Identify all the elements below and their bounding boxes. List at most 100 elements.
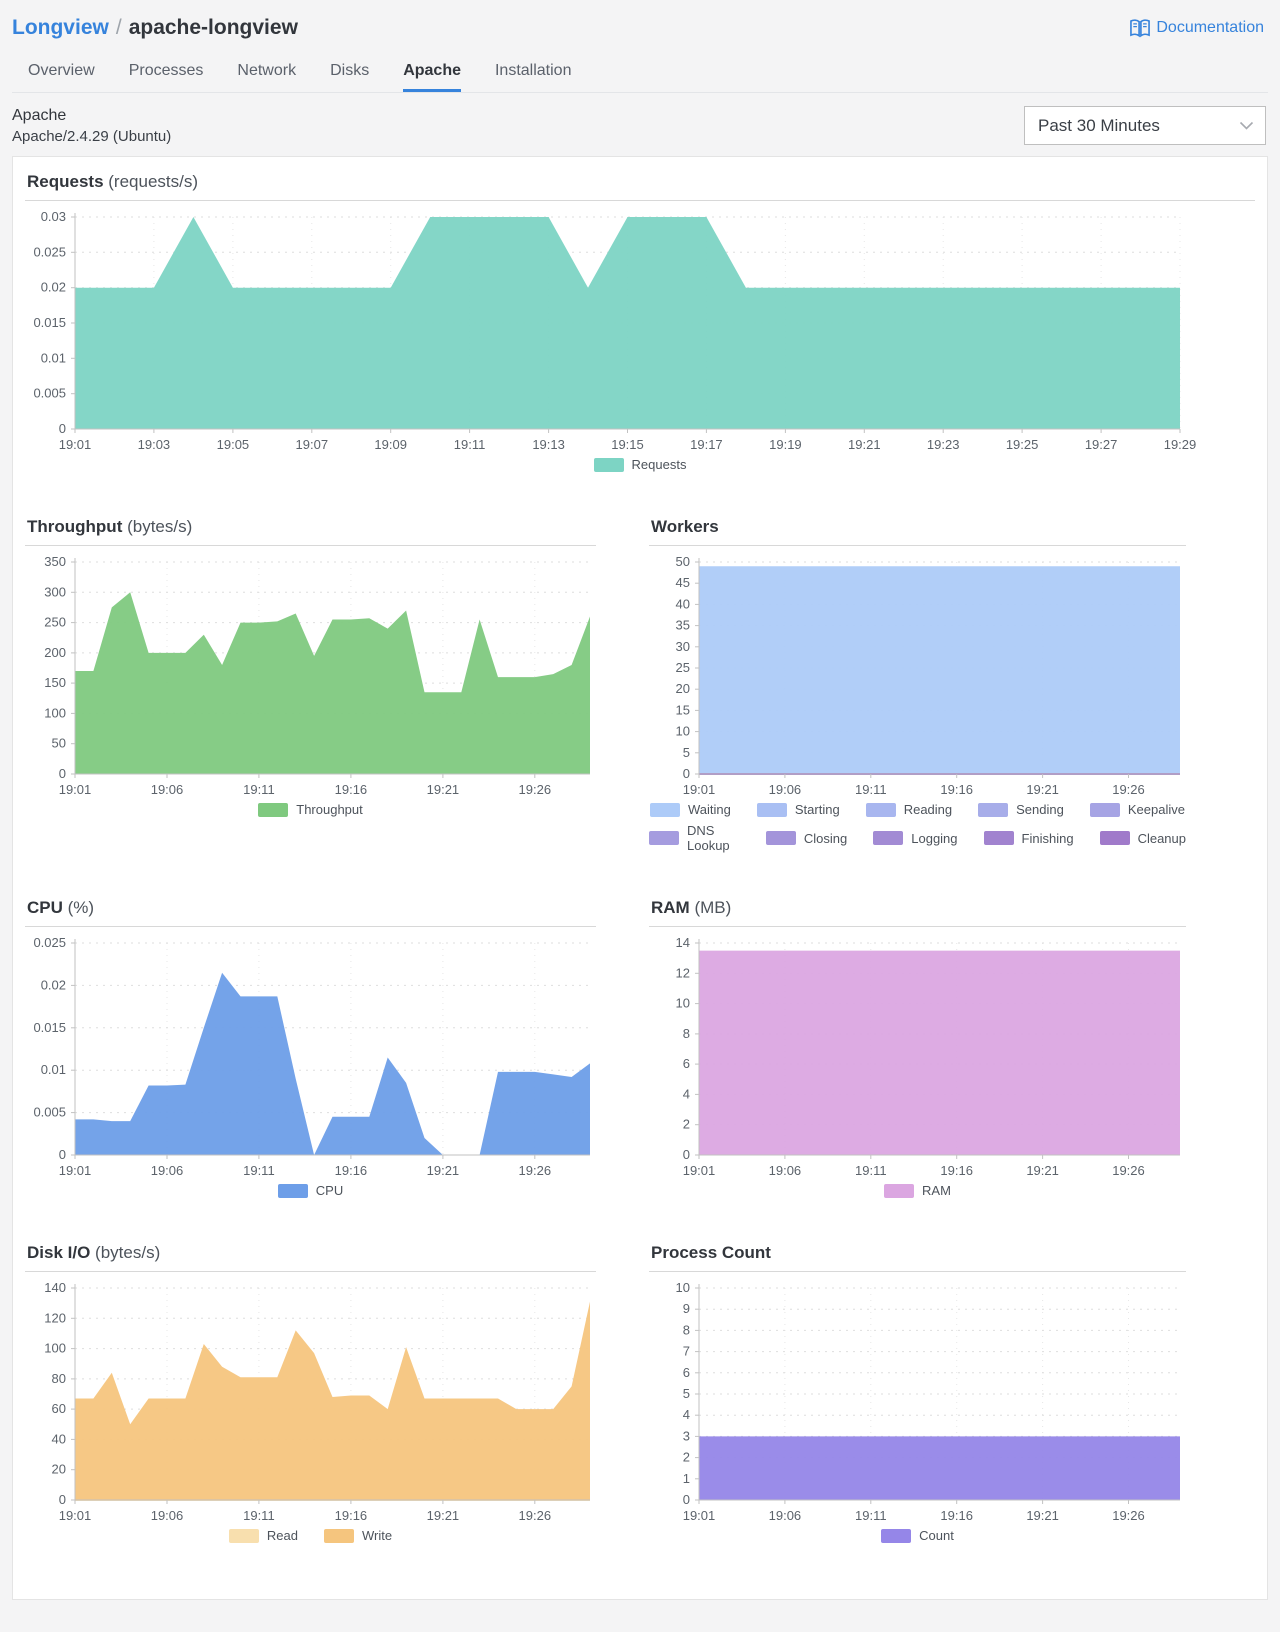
svg-text:45: 45: [676, 575, 690, 590]
svg-text:140: 140: [44, 1280, 66, 1295]
svg-text:6: 6: [683, 1365, 690, 1380]
svg-text:35: 35: [676, 618, 690, 633]
legend-label: Starting: [794, 802, 840, 817]
subheader: Apache Apache/2.4.29 (Ubuntu) Past 30 Mi…: [0, 93, 1280, 156]
svg-text:150: 150: [44, 675, 66, 690]
svg-text:19:01: 19:01: [59, 1163, 92, 1178]
svg-text:19:16: 19:16: [940, 1163, 973, 1178]
svg-text:0.01: 0.01: [41, 350, 66, 365]
svg-text:19:16: 19:16: [335, 1163, 368, 1178]
chart-diskio-title: Disk I/O (bytes/s): [25, 1234, 596, 1272]
svg-text:19:21: 19:21: [427, 1508, 460, 1523]
svg-text:40: 40: [676, 596, 690, 611]
svg-text:25: 25: [676, 660, 690, 675]
legend-item-count: Count: [881, 1528, 954, 1543]
svg-text:0.02: 0.02: [41, 280, 66, 295]
svg-text:2: 2: [683, 1117, 690, 1132]
svg-text:19:21: 19:21: [1026, 1508, 1059, 1523]
tab-overview[interactable]: Overview: [28, 62, 95, 79]
legend-row: Requests: [593, 457, 687, 472]
documentation-link[interactable]: Documentation: [1129, 18, 1264, 38]
charts-panel: Requests (requests/s) 0 0.005 0.01 0.015 0.0…: [12, 156, 1268, 1600]
svg-text:4: 4: [683, 1086, 690, 1101]
svg-text:1: 1: [683, 1471, 690, 1486]
svg-text:10: 10: [676, 996, 690, 1011]
svg-text:19:21: 19:21: [1026, 782, 1059, 797]
diskio-plot-area: 0 20 40 60 80 100 120 140 19:01 19:06 19:11 19:16 19…: [25, 1276, 596, 1526]
tab-processes[interactable]: Processes: [128, 62, 204, 79]
svg-text:40: 40: [52, 1431, 66, 1446]
svg-text:5: 5: [683, 1386, 690, 1401]
ram-legend: RAM: [649, 1183, 1186, 1198]
svg-text:30: 30: [676, 639, 690, 654]
legend-label: Keepalive: [1127, 802, 1185, 817]
tab-disks[interactable]: Disks: [330, 62, 370, 79]
legend-label: Throughput: [296, 802, 363, 817]
svg-text:3: 3: [683, 1428, 690, 1443]
legend-label: Waiting: [688, 802, 731, 817]
svg-text:0: 0: [59, 1147, 66, 1162]
breadcrumb: Longview / apache-longview: [12, 16, 298, 40]
tab-network[interactable]: Network: [237, 62, 297, 79]
chart-ram-title: RAM (MB): [649, 889, 1186, 927]
requests-plot-area: 0 0.005 0.01 0.015 0.02 0.025 0.03 19:01 19:03 19…: [25, 205, 1255, 455]
svg-text:19:01: 19:01: [59, 1508, 92, 1523]
svg-text:19:21: 19:21: [848, 437, 881, 452]
legend-label: Requests: [631, 457, 687, 472]
svg-text:0: 0: [683, 1147, 690, 1162]
throughput-legend: Throughput: [25, 802, 596, 817]
svg-text:4: 4: [683, 1407, 690, 1422]
svg-text:0: 0: [683, 766, 690, 781]
chart-workers: Workers 0 5 10 15 20 25 30 35 40 45 50 19:01 19:06 19…: [649, 508, 1186, 853]
time-range-select[interactable]: Past 30 Minutes: [1024, 106, 1266, 145]
legend-swatch: [1089, 802, 1120, 817]
svg-text:0.015: 0.015: [33, 315, 66, 330]
legend-label: CPU: [315, 1183, 344, 1198]
svg-text:19:21: 19:21: [1026, 1163, 1059, 1178]
legend-swatch: [978, 802, 1009, 817]
svg-text:300: 300: [44, 584, 66, 599]
tab-installation[interactable]: Installation: [494, 62, 572, 79]
cpu-plot-area: 0 0.005 0.01 0.015 0.02 0.025 19:01 19:06 19:11 1…: [25, 931, 596, 1181]
workers-plot-area: 0 5 10 15 20 25 30 35 40 45 50 19:01 19:06 19:11 19:16…: [649, 550, 1186, 800]
legend-label: Sending: [1016, 802, 1064, 817]
legend-item-throughput: Throughput: [258, 802, 363, 817]
svg-text:0: 0: [683, 1492, 690, 1507]
chart-requests-title: Requests (requests/s): [25, 163, 1255, 201]
tab-apache[interactable]: Apache: [403, 52, 461, 92]
svg-text:19:26: 19:26: [519, 1508, 552, 1523]
svg-text:19:11: 19:11: [855, 1163, 887, 1178]
legend-item-requests: Requests: [593, 457, 687, 472]
legend-swatch: [881, 1528, 912, 1543]
svg-text:19:11: 19:11: [855, 782, 887, 797]
svg-text:19:11: 19:11: [855, 1508, 887, 1523]
svg-text:7: 7: [683, 1344, 690, 1359]
svg-text:19:26: 19:26: [1112, 1508, 1145, 1523]
legend-label: Closing: [803, 830, 848, 846]
proccount-legend: Count: [649, 1528, 1186, 1543]
legend-swatch: [593, 457, 624, 472]
svg-text:12: 12: [676, 965, 690, 980]
svg-text:60: 60: [52, 1401, 66, 1416]
svg-text:19:13: 19:13: [532, 437, 565, 452]
ram-plot-area: 0 2 4 6 8 10 12 14 19:01 19:06 19:11 19:16 19:21 19:2…: [649, 931, 1186, 1181]
svg-text:8: 8: [683, 1026, 690, 1041]
svg-text:50: 50: [676, 554, 690, 569]
svg-text:19:11: 19:11: [243, 782, 275, 797]
svg-text:0.005: 0.005: [33, 1105, 66, 1120]
legend-swatch: [323, 1528, 354, 1543]
svg-text:19:16: 19:16: [940, 782, 973, 797]
legend-label: Write: [361, 1528, 393, 1543]
breadcrumb-longview-link[interactable]: Longview: [12, 16, 109, 39]
svg-text:10: 10: [676, 1280, 690, 1295]
legend-swatch: [765, 831, 796, 845]
svg-text:19:03: 19:03: [138, 437, 171, 452]
svg-text:19:26: 19:26: [519, 1163, 552, 1178]
svg-text:2: 2: [683, 1450, 690, 1465]
legend-swatch: [884, 1183, 915, 1198]
documentation-label: Documentation: [1156, 19, 1264, 36]
svg-text:6: 6: [683, 1056, 690, 1071]
legend-row: Waiting Starting Reading Sending Keepalive: [650, 802, 1185, 817]
svg-text:19:06: 19:06: [151, 1508, 184, 1523]
svg-text:0: 0: [59, 1492, 66, 1507]
